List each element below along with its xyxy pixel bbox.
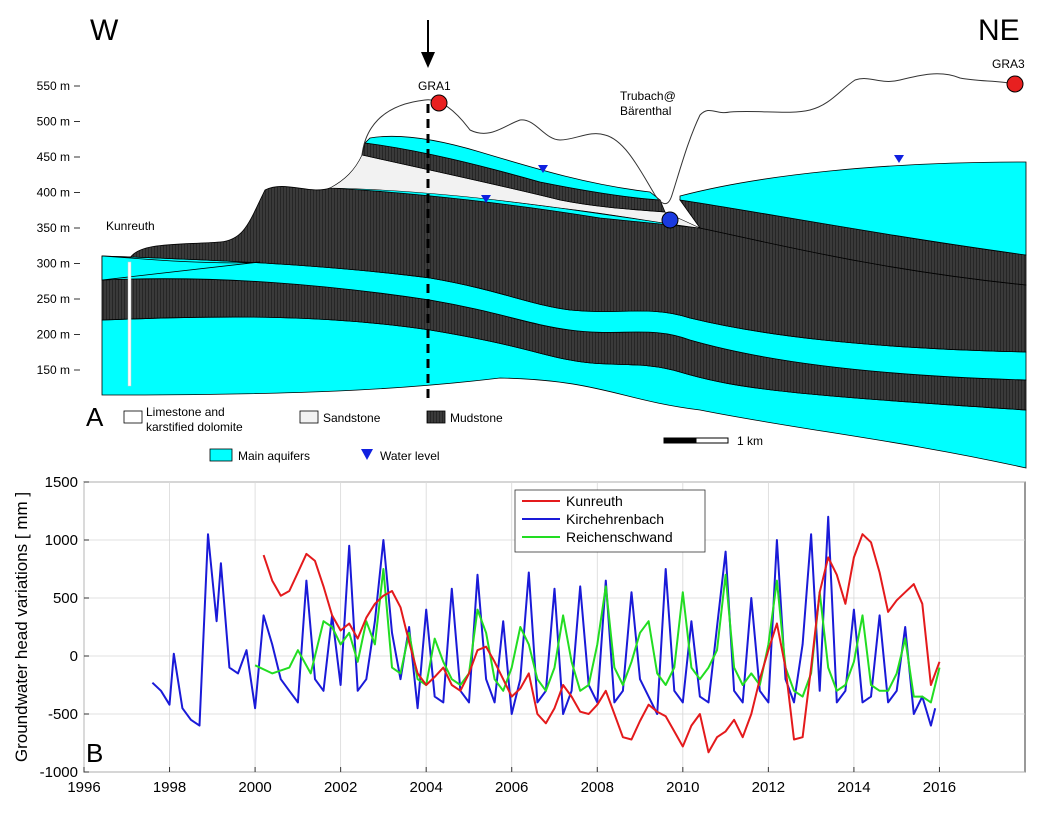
legend-water-level-label: Water level [380,449,440,463]
topography-line [361,73,1021,205]
legend-label-kunreuth: Kunreuth [566,493,623,509]
elevation-tick-label: 500 m [37,115,70,129]
x-tick-label: 2016 [923,779,956,796]
gra1-station-marker [430,94,448,112]
arrow-down-icon [421,52,435,68]
scale-bar-label: 1 km [737,434,763,448]
series-line-kirchehrenbach [151,515,937,727]
right-upper-aquifer [679,161,1027,256]
elevation-tick-label: 300 m [37,257,70,271]
x-tick-label: 2004 [409,779,442,796]
elevation-axis: 550 m 500 m 450 m 400 m 350 m 300 m 250 m 200 m… [37,79,80,377]
cross-section-panel: W NE 550 m 500 m 450 m 400 m 350 m 300 m 250 m… [37,14,1027,469]
legend-limestone-line2: karstified dolomite [146,420,243,434]
x-axis-ticks: 1996 1998 2000 2002 2004 2006 2008 2010 2012 2014… [67,767,956,796]
trubach-label-line2: Bärenthal [620,104,671,118]
elevation-tick-label: 200 m [37,328,70,342]
panel-b-label: B [86,738,103,768]
legend-mudstone-label: Mudstone [450,411,503,425]
chart-legend-items: Kunreuth Kirchehrenbach Reichenschwand [522,493,673,545]
elevation-tick-label: 350 m [37,221,70,235]
x-tick-label: 2002 [324,779,357,796]
series-line-reichenschwand [254,568,941,704]
chart-series [151,515,941,754]
gra3-label: GRA3 [992,57,1025,71]
panel-a-label: A [86,402,104,432]
legend-limestone-swatch [123,410,143,424]
legend-water-level-icon [361,449,373,460]
trubach-station-marker [661,211,679,229]
x-tick-label: 1998 [153,779,186,796]
y-tick-label: 1000 [45,532,78,549]
gra3-station-marker [1006,75,1024,93]
legend-sandstone-label: Sandstone [323,411,381,425]
series-line-kunreuth [262,533,941,754]
water-level-marker-3 [894,155,904,163]
elevation-tick-label: 450 m [37,150,70,164]
legend-mudstone-swatch [426,410,446,424]
y-tick-label: 0 [70,648,78,665]
elevation-tick-label: 550 m [37,79,70,93]
x-tick-label: 2014 [837,779,870,796]
legend-aquifer-swatch [209,448,233,462]
water-level-marker-1 [538,165,548,173]
time-series-panel: 1996 1998 2000 2002 2004 2006 2008 2010 2012 2014… [12,474,1026,796]
y-tick-label: -1000 [40,764,78,781]
water-level-marker-2 [481,195,491,203]
scale-bar [663,437,729,444]
y-tick-label: 1500 [45,474,78,491]
legend-limestone-line1: Limestone and [146,405,225,419]
x-tick-label: 1996 [67,779,100,796]
gra1-label: GRA1 [418,79,451,93]
top-aquifer-layer [364,136,662,201]
x-tick-label: 2006 [495,779,528,796]
legend-sandstone-swatch [299,410,319,424]
x-tick-label: 2000 [238,779,271,796]
y-axis-ticks: -1000 -500 0 500 1000 1500 [40,474,89,781]
direction-west: W [90,14,119,47]
chart-legend: Kunreuth Kirchehrenbach Reichenschwand [514,489,706,553]
x-tick-label: 2008 [581,779,614,796]
elevation-tick-label: 400 m [37,186,70,200]
y-tick-label: 500 [53,590,78,607]
trubach-label-line1: Trubach@ [620,89,676,103]
elevation-tick-label: 250 m [37,292,70,306]
direction-northeast: NE [978,14,1020,47]
section-legend: Limestone and karstified dolomite Sandst… [123,405,763,463]
legend-label-reichenschwand: Reichenschwand [566,529,673,545]
elevation-tick-label: 150 m [37,363,70,377]
legend-aquifer-label: Main aquifers [238,449,310,463]
x-tick-label: 2010 [666,779,699,796]
legend-label-kirchehrenbach: Kirchehrenbach [566,511,664,527]
y-tick-label: -500 [48,706,78,723]
kunreuth-aquifer [101,255,261,281]
y-axis-label: Groundwater head variations [ mm ] [12,492,31,762]
x-tick-label: 2012 [752,779,785,796]
kunreuth-borehole [127,261,132,387]
kunreuth-label: Kunreuth [106,219,155,233]
